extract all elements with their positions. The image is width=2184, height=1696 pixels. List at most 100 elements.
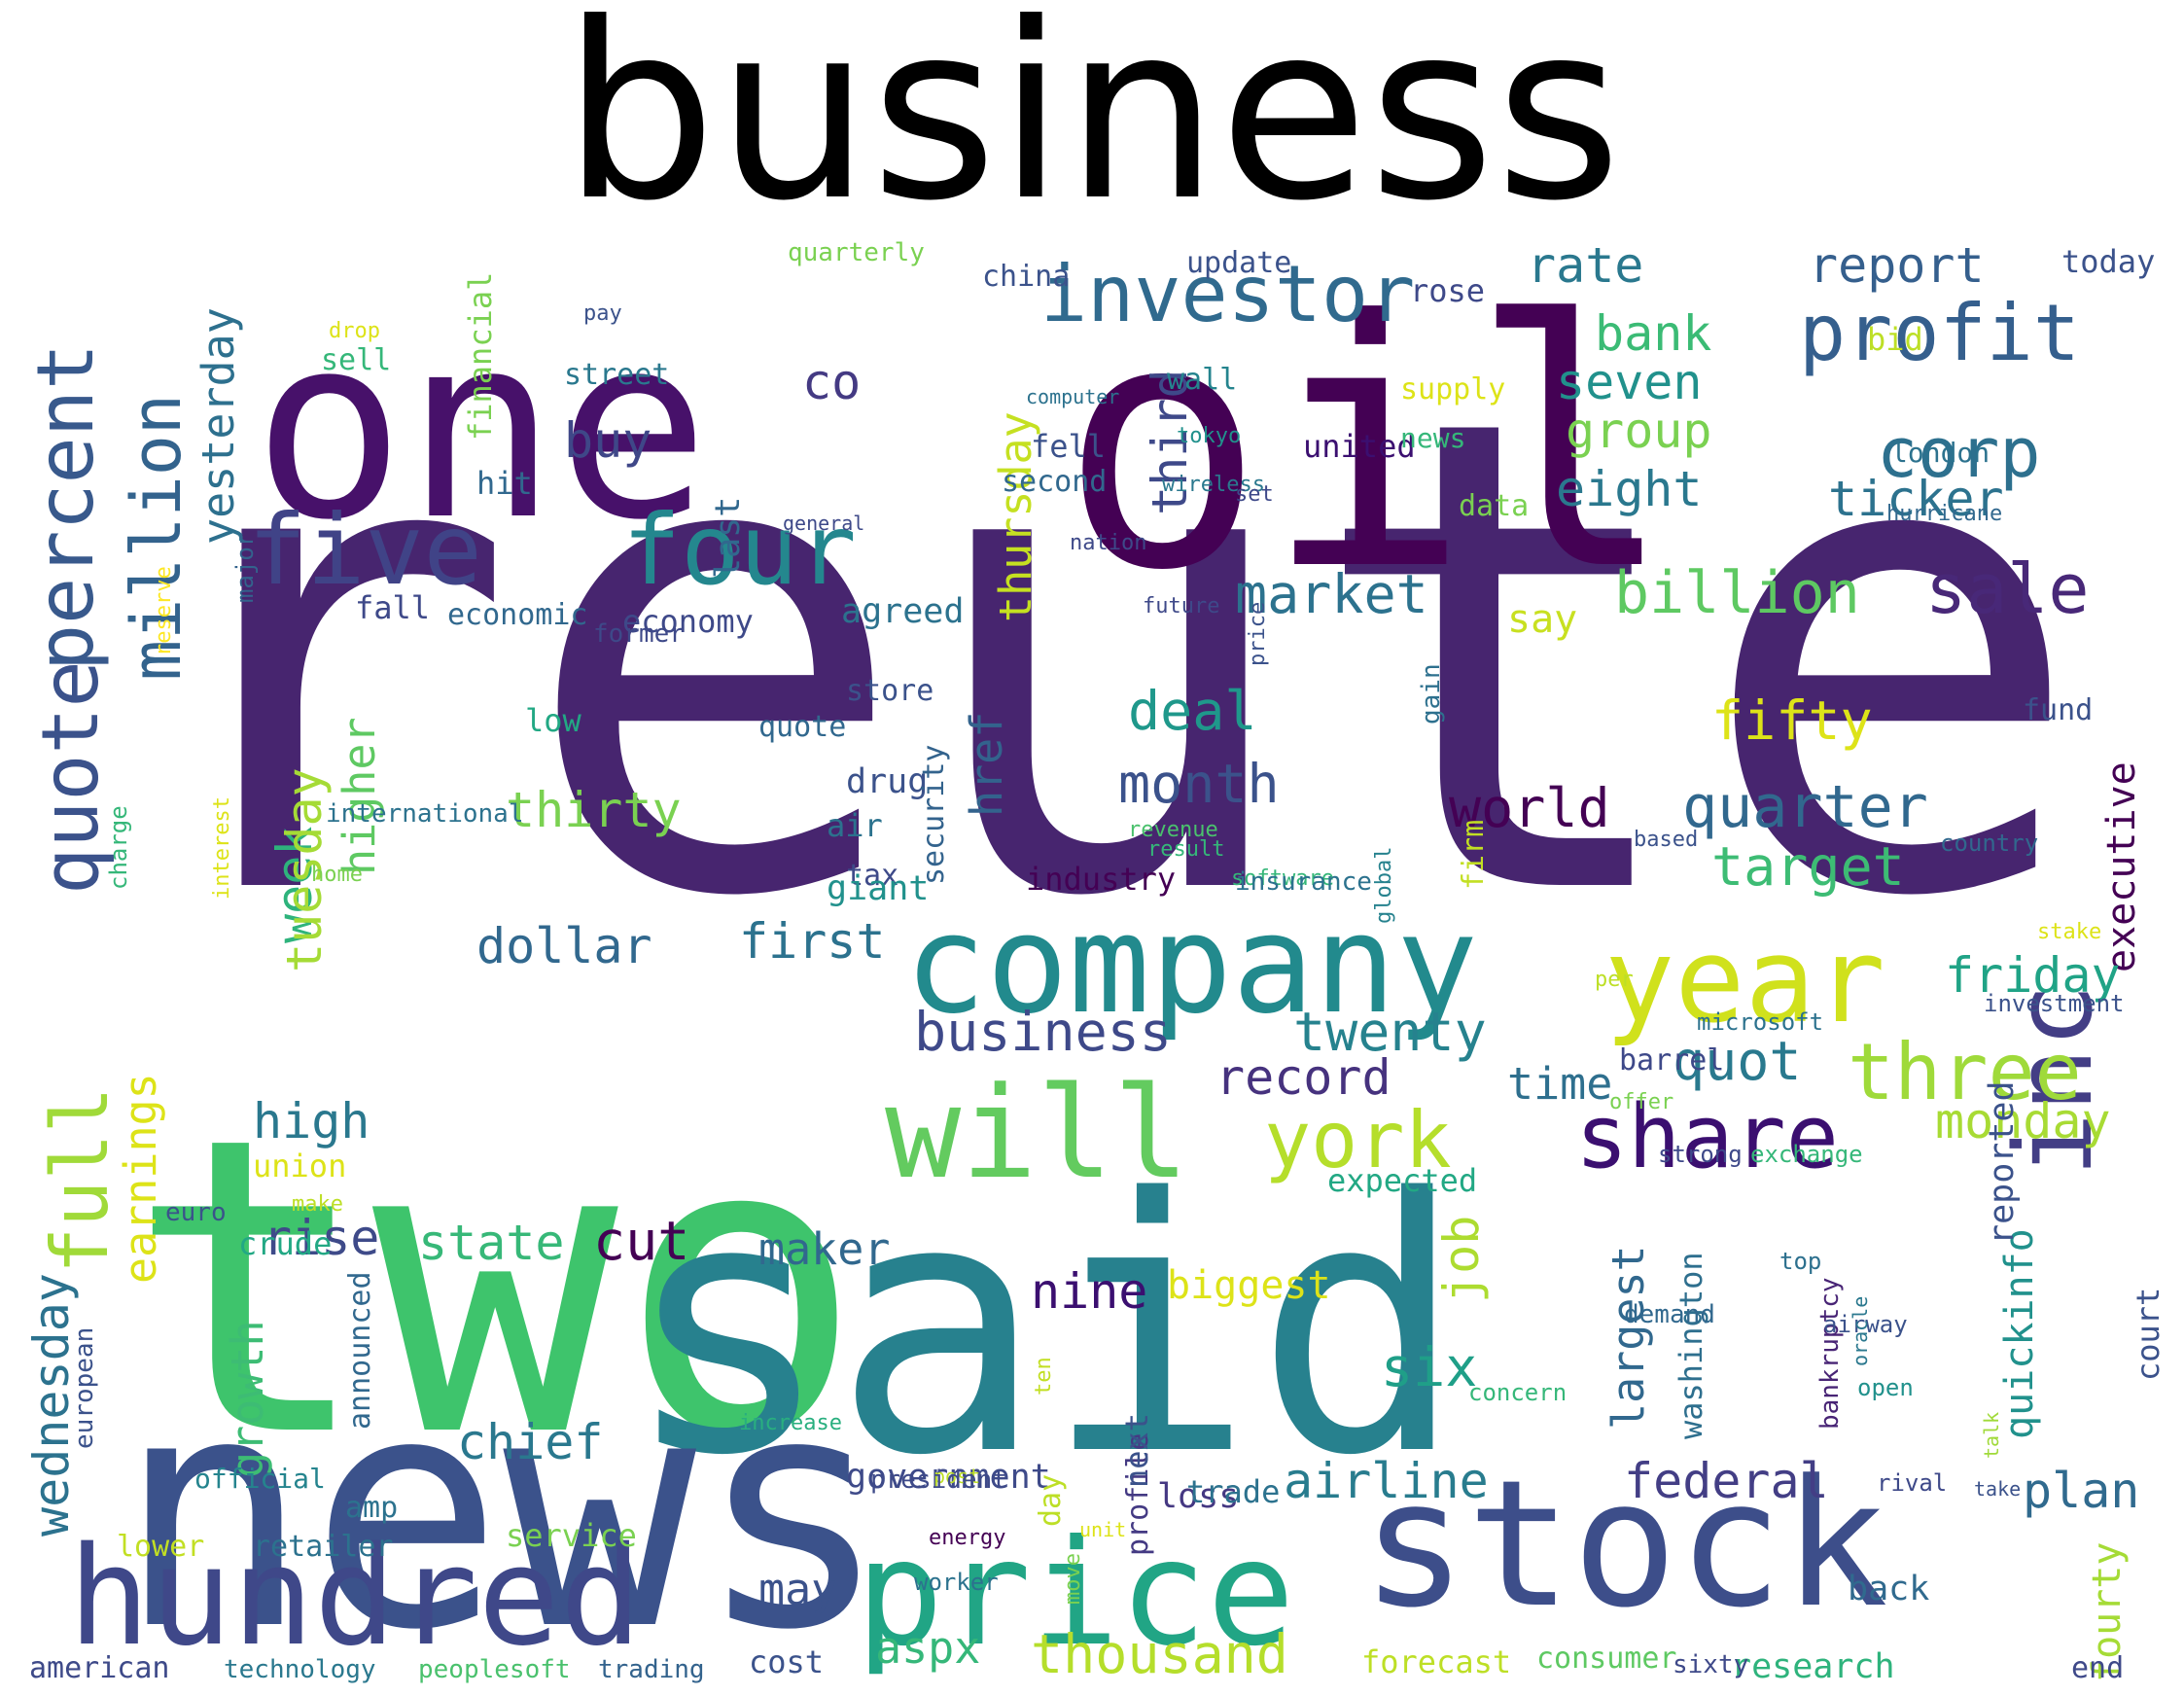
cloud-word: financial	[462, 272, 499, 441]
cloud-word: drug	[846, 762, 928, 801]
cloud-word: concern	[1468, 1379, 1567, 1406]
cloud-word: york	[1264, 1095, 1452, 1185]
cloud-word: country	[1940, 830, 2038, 857]
cloud-word: technology	[224, 1655, 376, 1684]
cloud-word: job	[1433, 1216, 1490, 1303]
cloud-word: bank	[1595, 305, 1711, 362]
cloud-word: said	[622, 1124, 1465, 1532]
cloud-word: next	[1118, 1413, 1155, 1488]
cloud-word: higher	[334, 717, 385, 875]
cloud-word: full	[35, 1086, 125, 1274]
cloud-word: wireless	[1162, 473, 1265, 497]
cloud-word: first	[739, 913, 886, 970]
cloud-word: one	[253, 282, 710, 576]
cloud-word: news	[1400, 422, 1465, 454]
cloud-word: aspx	[875, 1622, 980, 1674]
cloud-word: loss	[1157, 1477, 1239, 1516]
cloud-word: research	[1731, 1647, 1895, 1686]
cloud-word: dollar	[476, 918, 652, 974]
cloud-word: tax	[846, 859, 898, 893]
cloud-word: drop	[329, 319, 380, 343]
cloud-word: washington	[1673, 1252, 1709, 1439]
cloud-word: quarter	[1682, 773, 1928, 841]
cloud-word: buy	[564, 412, 652, 469]
cloud-word: third	[1142, 369, 1198, 515]
cloud-word: back	[1848, 1570, 1929, 1608]
cloud-word: former	[593, 619, 685, 649]
cloud-word: deal	[1128, 680, 1256, 742]
cloud-word: twenty	[1293, 1001, 1487, 1063]
cloud-word: reuters	[126, 281, 2184, 1040]
cloud-word: quickinfo	[1997, 1228, 2042, 1439]
cloud-word: data	[1459, 489, 1529, 523]
cloud-word: set	[1235, 482, 1274, 507]
cloud-word: quot	[1673, 1030, 1801, 1092]
cloud-word: global	[1372, 847, 1396, 924]
cloud-word: month	[1118, 753, 1280, 815]
cloud-word: billion	[1614, 559, 1860, 627]
cloud-word: day	[1034, 1474, 1068, 1527]
cloud-word: year	[1604, 914, 1885, 1049]
cloud-word: second	[1002, 465, 1107, 499]
cloud-word: inc	[1991, 983, 2116, 1177]
cloud-word: rival	[1877, 1469, 1947, 1497]
cloud-word: london	[1891, 437, 1990, 469]
cloud-word: increase	[739, 1411, 842, 1435]
cloud-word: software	[1231, 866, 1334, 891]
cloud-word: reported	[1983, 1080, 2022, 1245]
cloud-word: take	[1974, 1477, 2021, 1501]
cloud-word: post	[933, 1465, 980, 1488]
cloud-word: monday	[1935, 1093, 2111, 1149]
cloud-word: peoplesoft	[418, 1655, 571, 1684]
cloud-word: retailer	[253, 1530, 394, 1564]
cloud-word: nine	[1031, 1263, 1147, 1320]
cloud-word: yesterday	[193, 307, 244, 545]
cloud-word: federal	[1624, 1453, 1829, 1509]
cloud-word: result	[1147, 837, 1224, 862]
cloud-word: reserve	[152, 566, 176, 656]
cloud-word: sell	[321, 343, 391, 377]
cloud-word: rate	[1527, 237, 1643, 294]
cloud-word: microsoft	[1697, 1008, 1823, 1036]
cloud-word: update	[1186, 246, 1291, 280]
cloud-word: per	[1595, 968, 1634, 992]
cloud-word: major	[231, 533, 259, 603]
cloud-word: will	[885, 1059, 1189, 1207]
cloud-word: growth	[222, 1320, 273, 1478]
cloud-word: plan	[2023, 1463, 2139, 1519]
cloud-word: percent	[20, 343, 111, 671]
cloud-word: talk	[1980, 1412, 2003, 1459]
cloud-word: industry	[1026, 861, 1176, 898]
cloud-word: maker	[758, 1223, 890, 1275]
cloud-word: href	[961, 712, 1012, 817]
cloud-word: official	[194, 1463, 326, 1495]
cloud-word: thirty	[506, 782, 682, 838]
cloud-word: fell	[1031, 428, 1106, 465]
cloud-word: two	[126, 1051, 864, 1527]
cloud-word: record	[1215, 1049, 1391, 1106]
cloud-word: barrel	[1619, 1043, 1724, 1078]
cloud-word: based	[1634, 828, 1698, 852]
cloud-word: president	[870, 1466, 1007, 1495]
cloud-word: open	[1857, 1374, 1914, 1401]
cloud-word: cut	[593, 1210, 689, 1272]
cloud-word: quote	[758, 710, 846, 744]
cloud-word: may	[758, 1564, 837, 1615]
cloud-word: news	[117, 1326, 890, 1696]
cloud-word: nation	[1070, 531, 1146, 555]
cloud-word: euro	[165, 1198, 227, 1227]
cloud-word: service	[506, 1517, 637, 1554]
cloud-word: stake	[2037, 920, 2101, 944]
cloud-word: cost	[749, 1643, 824, 1680]
cloud-word: fund	[2023, 693, 2093, 727]
cloud-word: worker	[914, 1569, 999, 1596]
cloud-word: rose	[1410, 272, 1485, 309]
cloud-word: thursday	[990, 411, 1041, 622]
cloud-word: european	[70, 1327, 99, 1449]
cloud-word: executive	[2099, 761, 2144, 972]
cloud-word: gain	[1417, 663, 1446, 724]
cloud-word: hit	[476, 465, 533, 502]
cloud-word: thousand	[1031, 1623, 1288, 1685]
cloud-word: security	[917, 745, 951, 886]
cloud-word: week	[266, 827, 323, 943]
